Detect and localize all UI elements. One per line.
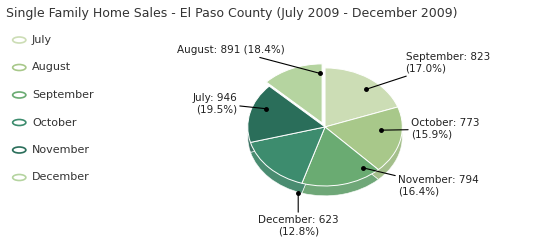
Wedge shape: [302, 137, 378, 196]
Wedge shape: [325, 68, 398, 127]
Text: August: 891 (18.4%): August: 891 (18.4%): [177, 45, 320, 73]
Wedge shape: [250, 137, 325, 193]
Text: October: October: [32, 118, 76, 128]
Wedge shape: [325, 107, 402, 170]
Text: November: November: [32, 145, 90, 155]
Wedge shape: [302, 127, 378, 186]
Text: September: September: [32, 90, 94, 100]
Wedge shape: [248, 86, 325, 142]
Text: August: August: [32, 62, 71, 72]
Text: November: 794
(16.4%): November: 794 (16.4%): [362, 168, 478, 197]
Text: July: July: [32, 35, 52, 45]
Text: September: 823
(17.0%): September: 823 (17.0%): [366, 52, 490, 90]
Wedge shape: [325, 117, 402, 180]
Wedge shape: [248, 96, 325, 152]
Text: Single Family Home Sales - El Paso County (July 2009 - December 2009): Single Family Home Sales - El Paso Count…: [6, 8, 457, 20]
Text: October: 773
(15.9%): October: 773 (15.9%): [381, 118, 480, 140]
Text: December: December: [32, 172, 90, 182]
Wedge shape: [250, 127, 325, 183]
Text: December: 623
(12.8%): December: 623 (12.8%): [258, 194, 338, 236]
Text: July: 946
(19.5%): July: 946 (19.5%): [192, 92, 266, 114]
Wedge shape: [266, 64, 322, 123]
